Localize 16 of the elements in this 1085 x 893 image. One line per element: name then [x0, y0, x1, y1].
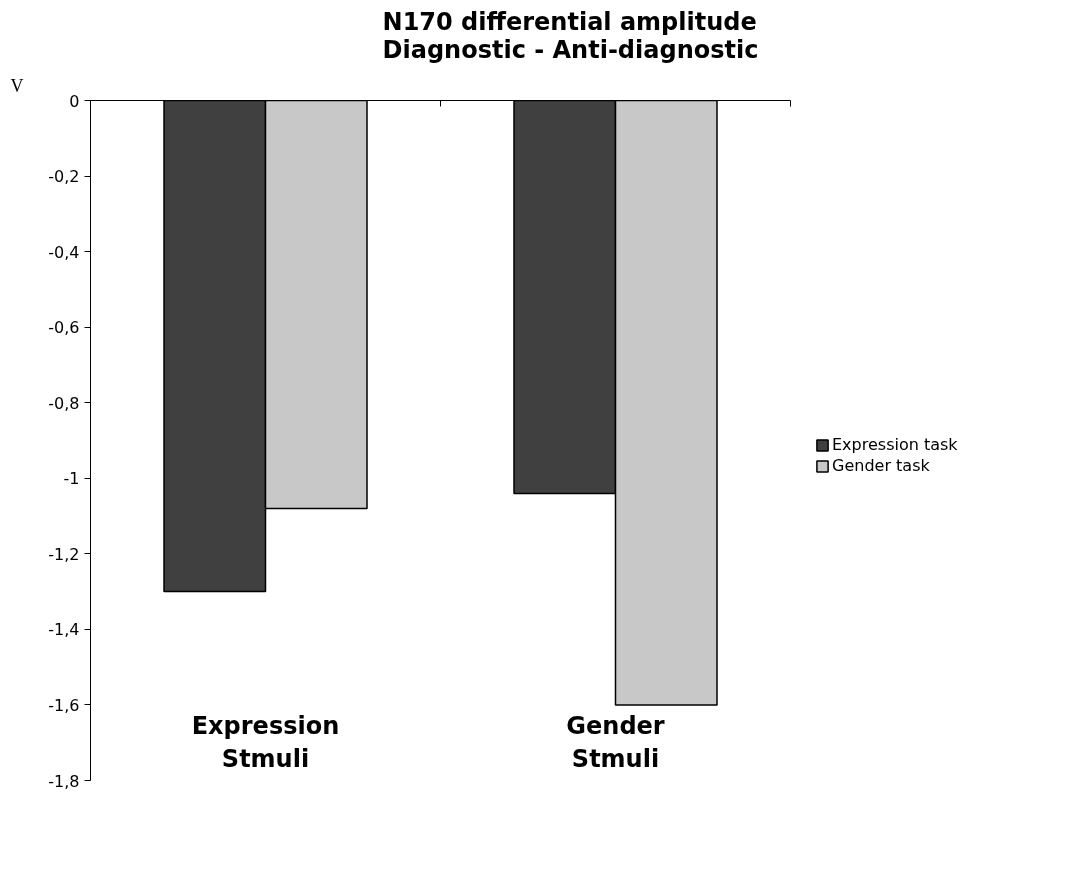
y-tick-label: 0: [69, 91, 80, 111]
x-tick-label: Expression Stmuli: [191, 711, 340, 774]
y-tick-label: -1,8: [48, 771, 80, 791]
y-tick-label: -1,2: [48, 544, 80, 564]
y-tick-label: -1: [63, 469, 80, 489]
y-tick-label: -1,4: [48, 620, 80, 640]
y-tick-label: -0,2: [48, 167, 80, 187]
y-tick-label: -0,4: [48, 242, 80, 262]
legend-label: Gender task: [832, 456, 930, 475]
y-tick-label: -0,8: [48, 393, 80, 413]
chart-title: N170 differential amplitude Diagnostic - Anti-diagnostic: [382, 7, 759, 64]
legend-label: Expression task: [832, 435, 958, 454]
x-tick-label: Gender Stmuli: [566, 711, 665, 774]
y-axis-title: V: [10, 75, 24, 96]
y-tick-label: -0,6: [48, 318, 80, 338]
y-tick-label: -1,6: [48, 695, 80, 715]
